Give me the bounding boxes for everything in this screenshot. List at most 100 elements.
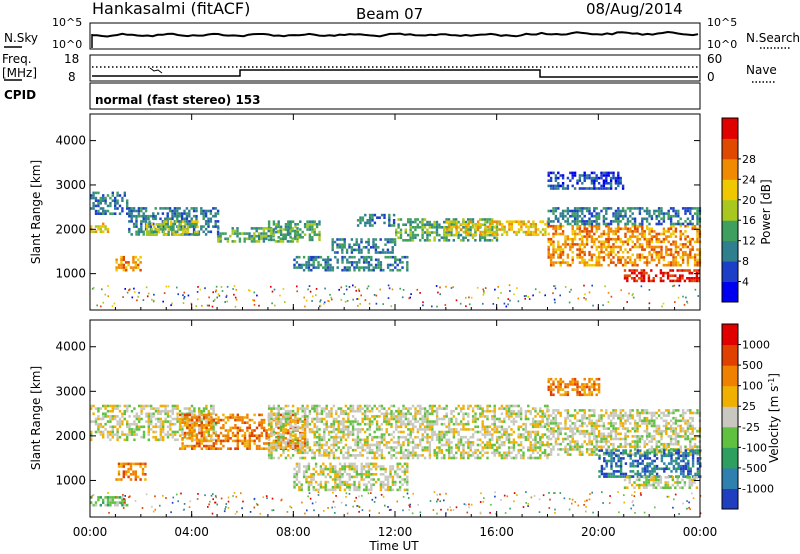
heatmap-cell	[383, 221, 386, 225]
heatmap-cell	[443, 430, 446, 434]
heatmap-cell	[665, 245, 668, 249]
heatmap-cell	[348, 255, 351, 259]
heatmap-cell	[674, 214, 678, 218]
heatmap-cell	[372, 243, 375, 246]
colorbar-tick-label: 12	[742, 235, 756, 248]
heatmap-cell	[258, 447, 261, 450]
heatmap-cell	[371, 224, 374, 227]
heatmap-cell	[433, 220, 436, 224]
heatmap-cell	[307, 288, 309, 291]
heatmap-cell	[219, 418, 223, 422]
heatmap-cell	[325, 443, 328, 447]
heatmap-cell	[595, 220, 598, 223]
heatmap-cell	[617, 245, 620, 249]
heatmap-cell	[370, 255, 373, 259]
heatmap-cell	[284, 233, 288, 236]
heatmap-cell	[169, 409, 172, 413]
heatmap-cell	[411, 454, 415, 457]
heatmap-cell	[111, 199, 114, 202]
heatmap-cell	[183, 424, 187, 427]
heatmap-cell	[272, 234, 275, 238]
heatmap-cell	[428, 420, 432, 423]
heatmap-cell	[253, 421, 256, 424]
heatmap-cell	[289, 229, 292, 233]
heatmap-cell	[657, 253, 661, 257]
heatmap-cell	[636, 207, 639, 210]
heatmap-cell	[645, 207, 649, 210]
heatmap-cell	[411, 451, 415, 455]
heatmap-cell	[467, 420, 470, 423]
heatmap-cell	[505, 233, 509, 236]
heatmap-cell	[296, 223, 300, 226]
heatmap-cell	[174, 407, 177, 410]
heatmap-cell	[519, 441, 523, 444]
heatmap-cell	[557, 207, 560, 210]
heatmap-cell	[655, 232, 658, 236]
heatmap-cell	[648, 222, 651, 226]
heatmap-cell	[409, 239, 412, 242]
heatmap-cell	[583, 263, 586, 267]
heatmap-cell	[99, 407, 102, 410]
heatmap-cell	[301, 443, 304, 447]
heatmap-cell	[190, 233, 193, 236]
heatmap-cell	[260, 232, 263, 235]
heatmap-cell	[543, 422, 547, 426]
heatmap-cell	[414, 454, 417, 457]
heatmap-cell	[157, 407, 160, 410]
heatmap-cell	[482, 288, 484, 291]
heatmap-cell	[645, 263, 649, 267]
heatmap-cell	[571, 227, 574, 231]
heatmap-cell	[265, 227, 268, 230]
heatmap-cell	[669, 214, 673, 218]
heatmap-cell	[157, 438, 160, 442]
heatmap-cell	[671, 279, 675, 283]
heatmap-cell	[552, 245, 555, 249]
heatmap-cell	[378, 443, 381, 447]
heatmap-cell	[595, 187, 598, 190]
heatmap-cell	[195, 439, 199, 443]
heatmap-cell	[137, 475, 140, 479]
heatmap-cell	[399, 435, 403, 439]
heatmap-cell	[356, 219, 360, 222]
heatmap-cell	[440, 433, 444, 436]
heatmap-cell	[605, 224, 608, 228]
heatmap-cell	[301, 415, 304, 418]
heatmap-cell	[142, 404, 146, 408]
heatmap-cell	[284, 422, 288, 426]
heatmap-cell	[344, 420, 348, 423]
heatmap-cell	[130, 409, 134, 413]
heatmap-cell	[91, 287, 94, 290]
heatmap-cell	[250, 227, 254, 230]
heatmap-cell	[507, 409, 511, 413]
heatmap-cell	[576, 217, 579, 221]
heatmap-cell	[279, 294, 281, 297]
heatmap-cell	[204, 220, 208, 223]
heatmap-cell	[455, 299, 458, 302]
heatmap-cell	[693, 269, 696, 272]
heatmap-cell	[531, 443, 535, 447]
heatmap-cell	[190, 420, 194, 423]
heatmap-cell	[289, 418, 292, 422]
heatmap-cell	[191, 429, 194, 432]
heatmap-cell	[341, 268, 344, 272]
heatmap-cell	[638, 253, 642, 257]
heatmap-cell	[696, 214, 699, 218]
heatmap-cell	[257, 240, 261, 243]
heatmap-cell	[243, 237, 246, 241]
heatmap-cell	[364, 299, 367, 301]
heatmap-cell	[450, 220, 453, 223]
heatmap-cell	[361, 219, 365, 222]
heatmap-cell	[307, 465, 311, 468]
heatmap-cell	[629, 256, 632, 259]
heatmap-cell	[585, 230, 589, 233]
heatmap-cell	[448, 225, 451, 229]
heatmap-cell	[452, 435, 456, 439]
heatmap-cell	[166, 214, 169, 218]
heatmap-cell	[145, 415, 148, 418]
heatmap-cell	[503, 443, 506, 447]
heatmap-cell	[447, 420, 451, 423]
heatmap-cell	[486, 225, 489, 229]
heatmap-cell	[380, 213, 384, 217]
heatmap-cell	[578, 253, 582, 257]
heatmap-cell	[90, 225, 93, 228]
